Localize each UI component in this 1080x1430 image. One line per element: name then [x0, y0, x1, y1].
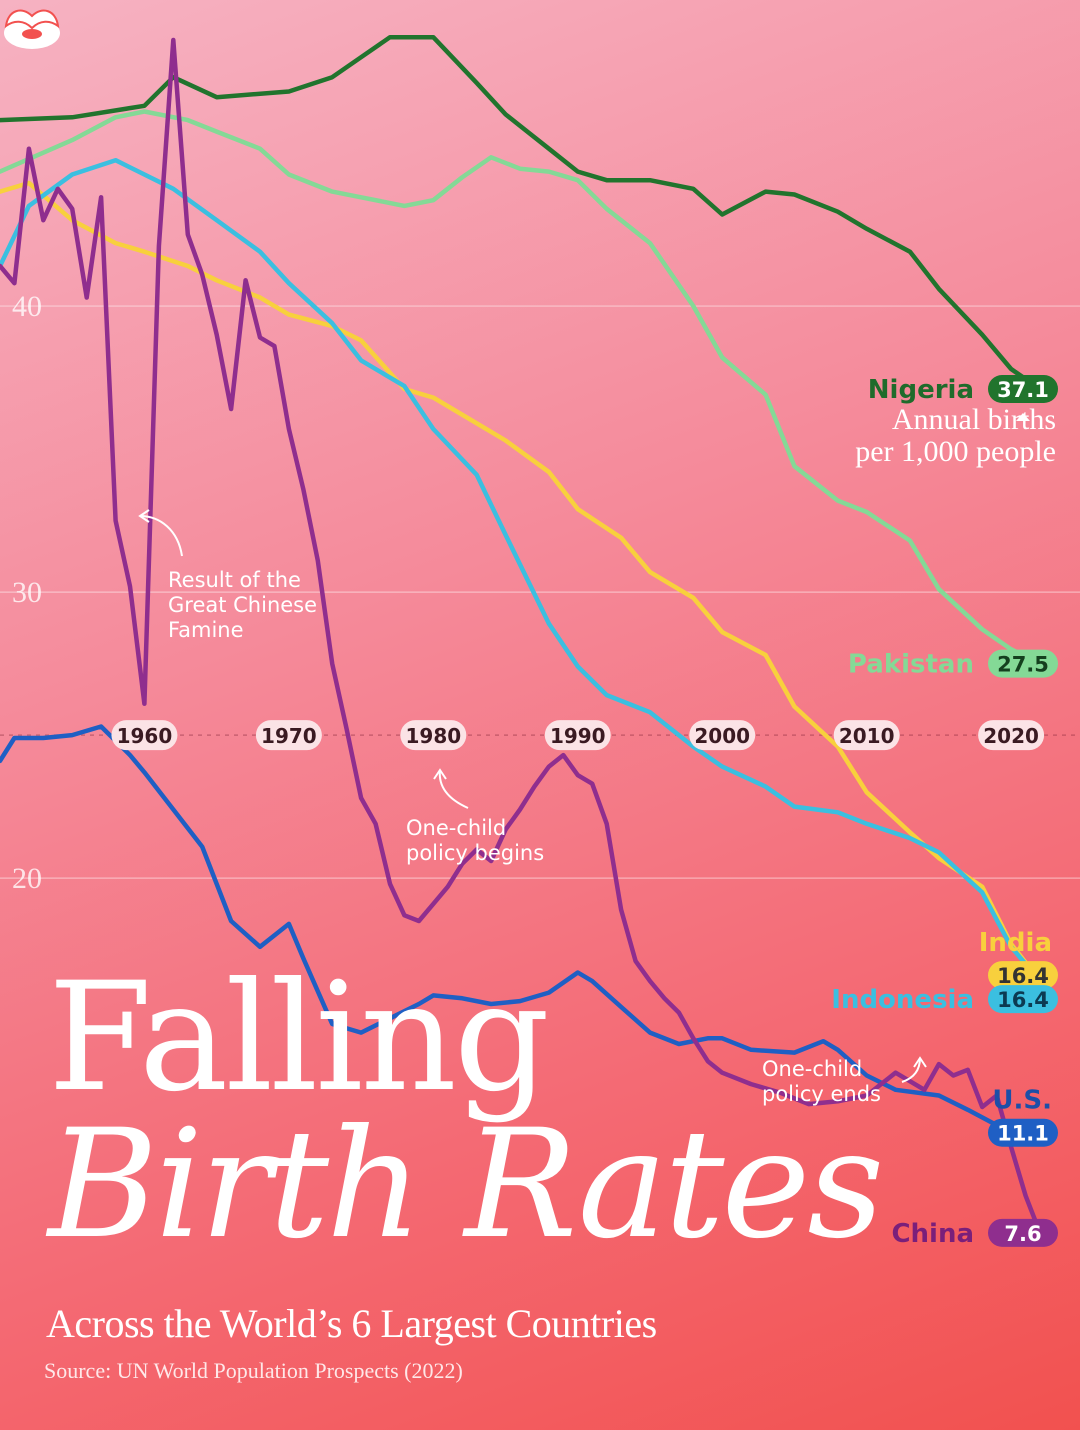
- series-line-nigeria: [0, 34, 1043, 392]
- annotation-arrow-famine-head: [138, 509, 150, 523]
- x-tick-pill-1980: [400, 720, 467, 751]
- annotation-one-child-ends-line-2: policy ends: [762, 1082, 881, 1107]
- y-tick-label-20: 20: [12, 862, 42, 895]
- y-tick-label-40: 40: [12, 290, 42, 323]
- annotation-famine-line-2: Great Chinese: [168, 593, 318, 618]
- end-value-china: 7.6: [1004, 1222, 1041, 1246]
- y-tick-label-30: 30: [12, 576, 42, 609]
- chart-background-layer: 20 30 40: [0, 290, 1080, 895]
- x-tick-label-2020: 2020: [983, 724, 1039, 748]
- annotation-one-child-begins-line-2: policy begins: [406, 841, 545, 866]
- annotation-arrow-one-child-ends-head: [913, 1056, 927, 1068]
- x-tick-label-1970: 1970: [261, 724, 317, 748]
- end-value-pill-indonesia: [988, 985, 1058, 1014]
- end-value-pill-china: [988, 1218, 1058, 1247]
- x-tick-label-1990: 1990: [550, 724, 606, 748]
- series-label-u-s: U.S.: [992, 1086, 1052, 1116]
- end-value-pill-india: [988, 961, 1058, 990]
- x-tick-label-2000: 2000: [694, 724, 750, 748]
- annotation-one-child-begins-line-1: One-child: [406, 816, 507, 840]
- unit-note-line-1: Annual births: [891, 403, 1056, 436]
- annotation-arrow-one-child-ends: [901, 1057, 921, 1083]
- end-value-india: 16.4: [997, 964, 1049, 988]
- end-value-pill-nigeria: [988, 375, 1058, 403]
- series-line-india: [0, 180, 1043, 984]
- end-value-pill-pakistan: [988, 649, 1058, 678]
- series-line-pakistan: [0, 109, 1043, 666]
- end-value-pakistan: 27.5: [997, 653, 1049, 677]
- series-label-india: India: [979, 928, 1052, 958]
- annotation-famine: Result of the Great Chinese Famine: [168, 568, 317, 644]
- series-label-nigeria: Nigeria: [868, 375, 974, 405]
- annotation-arrow-one-child-begins-head: [433, 768, 447, 780]
- x-tick-pill-1970: [255, 720, 322, 751]
- x-tick-pill-2000: [689, 720, 756, 751]
- annotation-famine-line-3: Famine: [168, 618, 244, 643]
- chart-title: Falling Birth Rates: [48, 951, 884, 1272]
- series-line-indonesia: [0, 157, 1043, 984]
- annotation-one-child-ends: One-child policy ends: [762, 1057, 881, 1107]
- x-tick-label-1960: 1960: [117, 724, 173, 748]
- unit-pointer-icon: [1016, 413, 1030, 421]
- x-tick-pill-2010: [833, 720, 900, 751]
- chart-series-layer: [0, 34, 1043, 1236]
- chart-subtitle: Across the World’s 6 Largest Countries: [46, 1301, 657, 1346]
- annotation-arrow-famine: [139, 515, 183, 557]
- x-tick-label-1980: 1980: [405, 724, 461, 748]
- end-value-pill-u-s: [988, 1118, 1058, 1147]
- series-label-china: China: [891, 1219, 974, 1249]
- end-value-indonesia: 16.4: [997, 988, 1049, 1012]
- series-label-indonesia: Indonesia: [831, 985, 974, 1015]
- x-tick-pill-2020: [978, 720, 1045, 751]
- source-note: Source: UN World Population Prospects (2…: [44, 1358, 463, 1383]
- unit-note: Annual births per 1,000 people: [855, 404, 1056, 467]
- series-line-u-s: [0, 724, 1043, 1135]
- x-tick-pill-1960: [111, 720, 178, 751]
- end-value-nigeria: 37.1: [997, 378, 1049, 402]
- annotation-famine-line-1: Result of the: [168, 568, 301, 592]
- x-tick-label-2010: 2010: [839, 724, 895, 748]
- title-line-1: Falling: [48, 951, 550, 1125]
- chart-label-layer: 37.1 Nigeria 27.5 Pakistan 16.4 India 16.4 Indo…: [111, 375, 1058, 1249]
- visual-capitalist-logo-icon: [4, 9, 60, 49]
- end-value-u-s: 11.1: [997, 1122, 1049, 1146]
- x-tick-pill-1990: [544, 720, 611, 751]
- annotation-one-child-ends-line-1: One-child: [762, 1057, 863, 1081]
- annotation-arrow-one-child-begins: [438, 769, 469, 809]
- annotation-one-child-begins: One-child policy begins: [406, 816, 544, 866]
- title-line-2: Birth Rates: [48, 1098, 884, 1272]
- series-line-china: [0, 37, 1043, 1236]
- unit-note-line-2: per 1,000 people: [855, 434, 1056, 468]
- series-label-pakistan: Pakistan: [848, 650, 974, 680]
